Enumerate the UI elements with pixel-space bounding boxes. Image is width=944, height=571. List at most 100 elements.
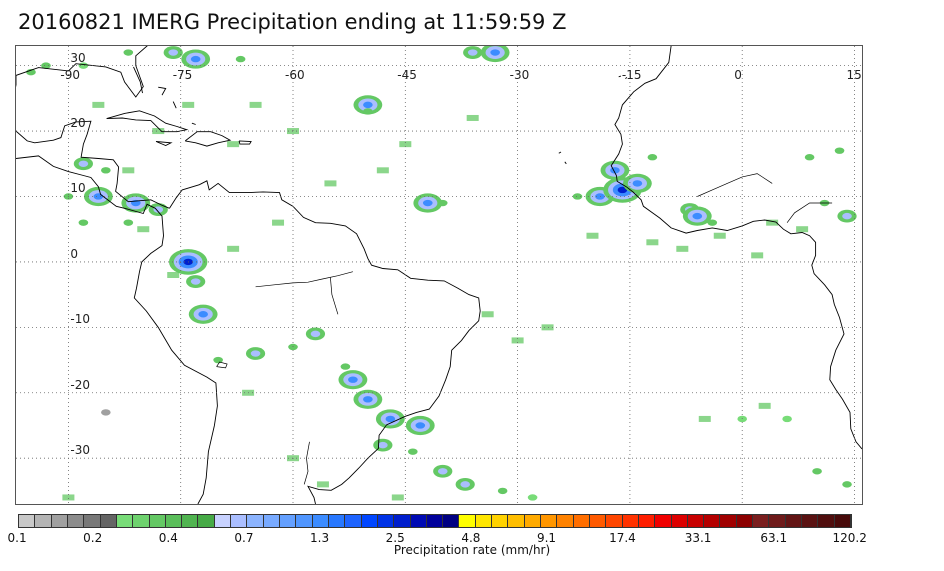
coastline-segment xyxy=(133,66,143,94)
precip-cell xyxy=(123,49,134,56)
precip-cell xyxy=(622,173,652,193)
coastline-segment xyxy=(625,77,628,80)
light-rain-cell xyxy=(466,114,479,121)
colorbar-swatch xyxy=(165,515,183,527)
precip-cell xyxy=(497,487,508,495)
coastline-segment xyxy=(16,46,148,98)
precip-cell xyxy=(433,464,453,478)
precip-cell xyxy=(353,389,383,409)
colorbar-swatch xyxy=(231,515,248,527)
coastline-segment xyxy=(158,86,167,96)
light-rain-cell xyxy=(227,245,240,252)
precip-cell xyxy=(804,154,815,161)
colorbar-swatch xyxy=(394,515,411,527)
coastline-segment xyxy=(238,140,252,145)
colorbar-swatch xyxy=(116,515,134,527)
longitude-label: -75 xyxy=(172,67,193,82)
colorbar-swatch xyxy=(720,515,737,527)
precip-cell xyxy=(647,154,658,161)
colorbar-tick-label: 0.4 xyxy=(158,531,178,545)
colorbar-swatch xyxy=(345,515,362,527)
light-rain-cell xyxy=(481,311,494,318)
coastline-segment xyxy=(106,110,189,133)
light-rain-cell xyxy=(511,337,524,344)
precip-cell xyxy=(405,415,435,436)
light-rain-cell xyxy=(751,252,764,259)
latitude-label: 30 xyxy=(70,50,86,65)
precip-cell xyxy=(413,193,443,213)
precip-cell xyxy=(407,448,418,455)
colorbar-swatch xyxy=(296,515,313,527)
coastline-segment xyxy=(172,101,177,109)
coastline-segment xyxy=(16,155,218,504)
map-title: 20160821 IMERG Precipitation ending at 1… xyxy=(18,10,567,34)
colorbar-swatch xyxy=(67,515,85,527)
precip-cell xyxy=(338,370,368,390)
colorbar-swatch xyxy=(589,515,607,527)
light-rain-cell xyxy=(766,219,779,226)
colorbar-swatch xyxy=(753,515,770,527)
precip-cell xyxy=(41,62,51,69)
precip-cell xyxy=(600,160,630,180)
coastline-segment xyxy=(184,131,232,147)
longitude-label: 0 xyxy=(734,67,742,82)
colorbar-swatch xyxy=(459,515,476,527)
precip-cell xyxy=(480,46,510,63)
inland-water-line xyxy=(330,277,339,315)
longitude-label: -90 xyxy=(60,67,81,82)
colorbar-swatch xyxy=(834,515,851,527)
light-rain-cell xyxy=(713,232,726,239)
colorbar-swatch xyxy=(508,515,525,527)
colorbar-tick-label: 0.1 xyxy=(7,531,27,545)
light-rain-cell xyxy=(62,494,75,501)
precip-cell xyxy=(340,363,351,370)
longitude-label: -60 xyxy=(285,67,305,82)
precip-cell xyxy=(463,46,483,59)
colorbar-tick-label: 1.3 xyxy=(310,531,330,545)
light-rain-cell xyxy=(249,101,262,108)
latitude-label: -30 xyxy=(70,443,91,458)
coastline-segment xyxy=(564,161,567,165)
precip-cell xyxy=(812,468,822,475)
light-rain-cell xyxy=(152,128,165,135)
precip-cell xyxy=(186,275,206,288)
precip-cell xyxy=(834,147,845,154)
colorbar-swatch xyxy=(214,515,232,527)
latitude-label: -20 xyxy=(70,377,91,392)
precip-cell xyxy=(437,199,448,207)
light-rain-cell xyxy=(586,232,599,239)
precip-cell xyxy=(682,206,712,226)
precip-cell xyxy=(181,49,211,69)
colorbar-tick-label: 4.8 xyxy=(461,531,481,545)
colorbar-swatch xyxy=(182,515,199,527)
colorbar-swatch xyxy=(19,515,36,527)
colorbar-tick-label: 17.4 xyxy=(609,531,636,545)
light-rain-cell xyxy=(391,494,404,501)
longitude-label: -30 xyxy=(509,67,530,82)
inland-water-line xyxy=(255,282,294,288)
colorbar-swatch xyxy=(524,515,541,527)
colorbar-swatch xyxy=(361,515,378,527)
longitude-label: -15 xyxy=(621,67,642,82)
coastline-segment xyxy=(169,180,481,504)
graticule xyxy=(16,46,862,504)
precip-cell xyxy=(837,209,857,223)
colorbar-swatch xyxy=(51,515,68,527)
light-rain-cell xyxy=(272,219,285,226)
light-rain-cell xyxy=(676,245,689,252)
map-panel[interactable]: -90 -75 -60 -45 -30 -15 0 15 30 20 10 0 -10 -20 -30 xyxy=(15,45,863,505)
colorbar-swatch xyxy=(671,515,688,527)
precip-cell xyxy=(572,193,583,200)
light-rain-cell xyxy=(796,226,809,233)
coastline-segment xyxy=(191,122,196,125)
colorbar-swatch xyxy=(280,515,297,527)
colorbar-swatch xyxy=(736,515,754,527)
light-rain-cell xyxy=(287,128,300,135)
precip-cell xyxy=(83,186,113,207)
inland-water-line xyxy=(786,202,833,223)
colorbar-swatch xyxy=(557,515,574,527)
colorbar-title: Precipitation rate (mm/hr) xyxy=(393,543,551,557)
colorbar-swatch xyxy=(377,515,395,527)
precip-cell xyxy=(353,95,383,115)
precip-cell xyxy=(213,356,223,364)
